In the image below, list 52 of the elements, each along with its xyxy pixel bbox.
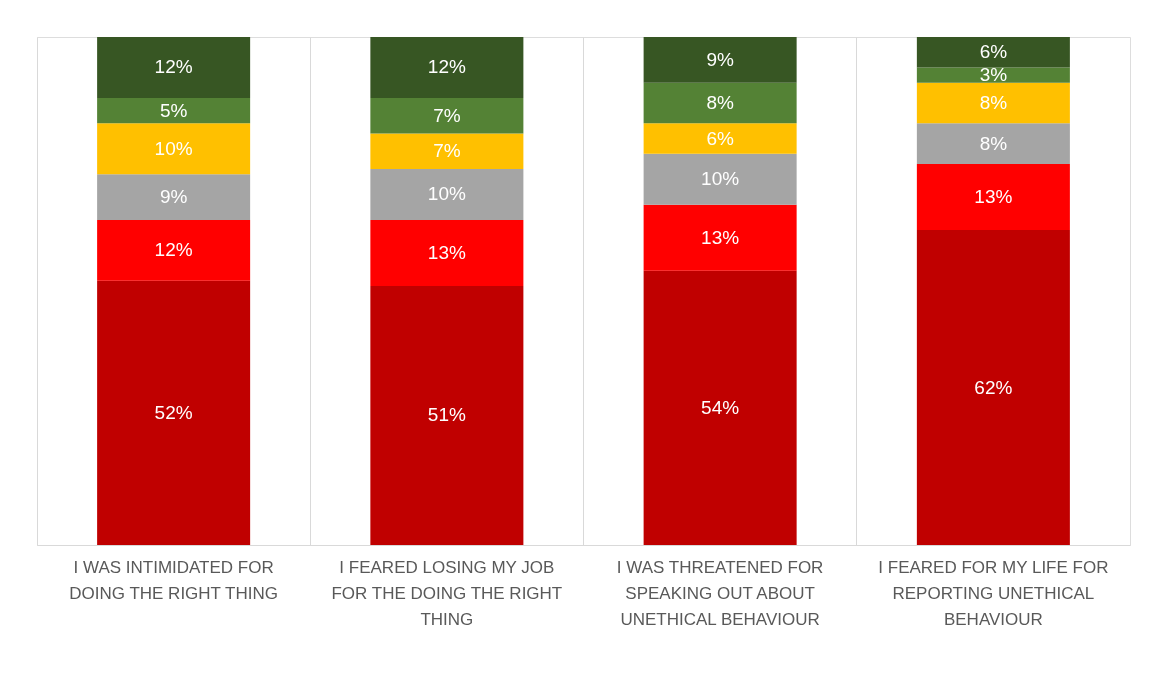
bar [97, 174, 251, 220]
bar [97, 280, 251, 545]
bar [643, 204, 797, 271]
data-label: 8% [706, 92, 734, 114]
bar [916, 82, 1070, 124]
data-label: 5% [159, 99, 188, 121]
bar [643, 37, 797, 83]
bar [370, 219, 524, 286]
x-tick-label: I FEARED FOR MY LIFE FOR REPORTING UNETHICAL BEHAVIOUR [878, 557, 1109, 629]
data-label: 10% [701, 168, 740, 190]
data-label: 51% [427, 404, 466, 426]
data-label: 7% [433, 104, 461, 126]
data-label: 54% [701, 396, 740, 418]
data-label: 8% [979, 92, 1008, 114]
data-label: 9% [159, 186, 188, 208]
bar [97, 123, 251, 175]
bar [916, 230, 1070, 545]
bar [916, 37, 1070, 68]
x-tick-label: I WAS THREATENED FOR SPEAKING OUT ABOUT UNETHICAL BEHAVIOUR [616, 557, 824, 629]
data-label: 12% [427, 56, 466, 78]
data-label: 3% [979, 64, 1008, 86]
data-label: 52% [154, 401, 193, 423]
bar [97, 37, 251, 98]
data-label: 6% [706, 127, 734, 149]
bar [643, 82, 797, 124]
bar [916, 164, 1070, 231]
data-label: 13% [974, 186, 1013, 208]
data-label: 62% [974, 376, 1013, 398]
data-label: 13% [427, 241, 466, 263]
data-label: 12% [154, 56, 193, 78]
data-label: 13% [701, 226, 740, 248]
bar [916, 123, 1070, 164]
bar [97, 219, 251, 281]
data-label: 12% [154, 239, 193, 261]
bar [370, 97, 524, 134]
data-label: 8% [979, 132, 1008, 154]
bar [370, 37, 524, 98]
data-label: 10% [427, 183, 466, 205]
data-label: 10% [154, 137, 193, 159]
data-label: 6% [979, 41, 1008, 63]
bar [643, 123, 797, 154]
bar [916, 67, 1070, 83]
bar [370, 285, 524, 545]
data-label: 7% [433, 140, 461, 162]
x-tick-label: I WAS INTIMIDATED FOR DOING THE RIGHT THING [69, 557, 278, 603]
data-label: 9% [706, 48, 734, 70]
x-tick-label: I FEARED LOSING MY JOB FOR THE DOING THE RIGHT THING [331, 557, 563, 629]
bar [97, 97, 251, 124]
bar [370, 169, 524, 220]
bar [370, 133, 524, 170]
bar [643, 270, 797, 545]
bar [643, 153, 797, 205]
